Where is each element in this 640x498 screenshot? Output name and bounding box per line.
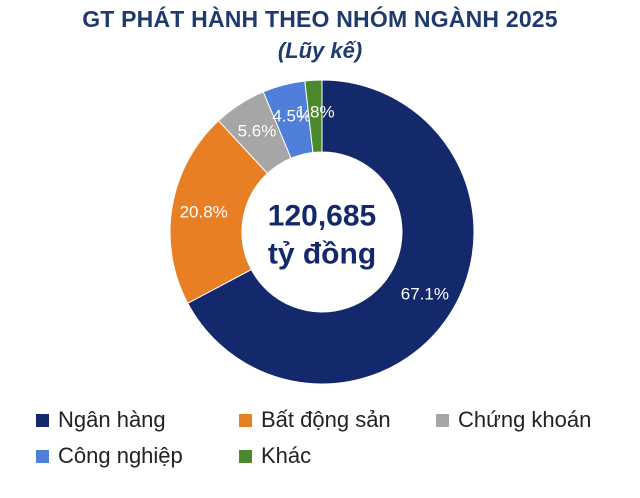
legend-swatch (36, 449, 49, 463)
legend-label: Công nghiệp (58, 443, 183, 468)
chart-title: GT PHÁT HÀNH THEO NHÓM NGÀNH 2025 (82, 6, 558, 32)
legend-swatch (239, 413, 252, 427)
legend-item-khac: Khác (239, 441, 436, 471)
data-label-bat-dong-san: 20.8% (180, 203, 228, 222)
legend-label: Chứng khoán (458, 407, 592, 432)
legend-label: Bất động sản (261, 407, 391, 432)
slice-ngan-hang (187, 79, 475, 385)
legend-item-bat-dong-san: Bất động sản (239, 405, 436, 435)
data-label-khac: 1.8% (296, 103, 335, 122)
legend-item-ngan-hang: Ngân hàng (36, 405, 239, 435)
legend-label: Khác (261, 443, 312, 468)
legend-swatch (36, 413, 49, 427)
legend-label: Ngân hàng (58, 407, 166, 432)
legend-swatch (239, 449, 252, 463)
donut-chart: 67.1% 20.8% 5.6%4.5%1.8% 120,685 tỷ đồng (169, 79, 475, 385)
data-label-cong-nghiep: 4.5% (272, 106, 311, 125)
legend-item-chung-khoan: Chứng khoán (436, 405, 626, 435)
slice-khac (304, 79, 323, 154)
data-label-chung-khoan: 5.6% (238, 122, 277, 141)
center-total-unit: tỷ đồng (268, 238, 376, 271)
legend-swatch (436, 413, 449, 427)
slice-bat-dong-san (169, 119, 269, 304)
legend-item-cong-nghiep: Công nghiệp (36, 441, 239, 471)
center-total-value: 120,685 (268, 200, 376, 233)
chart-subtitle: (Lũy kế) (277, 38, 363, 63)
data-label-ngan-hang: 67.1% (401, 284, 449, 303)
chart-legend: Ngân hàng Bất động sản Chứng khoán Công ngh… (36, 405, 636, 471)
